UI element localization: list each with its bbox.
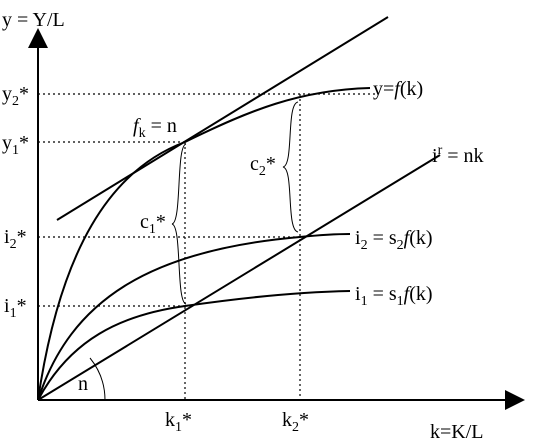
label-part: 1: [175, 420, 182, 435]
tick-label: y1*: [2, 132, 29, 158]
brace: [171, 143, 187, 305]
label-part: 1: [12, 143, 19, 158]
angle-label: n: [78, 373, 88, 395]
label-part: *: [17, 226, 27, 248]
label-part: = nk: [442, 145, 483, 167]
label-part: k: [139, 126, 146, 141]
label-part: 2: [397, 238, 404, 253]
tangent-line: [56, 16, 389, 221]
label-part: c: [140, 211, 149, 233]
brace: [282, 101, 299, 233]
label-part: *: [17, 295, 27, 317]
curve-label: y=f(k): [373, 78, 423, 100]
label-part: 1: [10, 306, 17, 321]
tick-label: k2*: [282, 409, 309, 435]
label-part: (k): [400, 78, 423, 100]
label-part: 2: [10, 237, 17, 252]
label-part: 2: [361, 238, 368, 253]
curve-label: ir = nk: [432, 143, 484, 167]
annotation: c1*: [140, 211, 166, 237]
label-part: *: [19, 83, 29, 105]
label-part: y: [2, 83, 12, 105]
label-part: = s: [368, 227, 397, 249]
annotation: c2*: [250, 153, 276, 179]
label-part: r: [438, 143, 443, 158]
label-part: i: [4, 226, 10, 248]
label-part: 2: [292, 420, 299, 435]
label-part: f: [404, 227, 412, 249]
label-part: y=: [373, 78, 394, 100]
y-axis-label: y = Y/L: [2, 9, 65, 31]
label-part: f: [133, 115, 141, 137]
tick-label: i2*: [4, 226, 27, 252]
label-part: *: [19, 132, 29, 154]
label-part: 1: [361, 294, 368, 309]
production-curve: [37, 87, 371, 401]
label-part: = n: [146, 115, 177, 137]
investment-curve: [37, 233, 351, 401]
label-part: 2: [12, 94, 19, 109]
label-part: 1: [397, 294, 404, 309]
label-part: i: [355, 227, 361, 249]
label-part: f: [404, 283, 412, 305]
label-part: k: [165, 409, 175, 431]
label-part: *: [299, 409, 309, 431]
label-part: 1: [149, 222, 156, 237]
label-part: i: [4, 295, 10, 317]
label-part: 2: [259, 164, 266, 179]
investment-curve: [37, 290, 351, 401]
label-part: (k): [409, 283, 432, 305]
label-part: f: [394, 78, 402, 100]
curve-label: i2 = s2f(k): [355, 227, 433, 253]
label-part: i: [355, 283, 361, 305]
label-part: (k): [409, 227, 432, 249]
x-axis-label: k=K/L: [430, 421, 484, 443]
curve-label: i1 = s1f(k): [355, 283, 433, 309]
label-part: *: [266, 153, 276, 175]
break-even-line: [37, 154, 441, 401]
label-part: c: [250, 153, 259, 175]
tick-label: i1*: [4, 295, 27, 321]
tick-label: k1*: [165, 409, 192, 435]
angle-arc: [89, 357, 106, 401]
label-part: i: [432, 145, 438, 167]
label-part: k: [282, 409, 292, 431]
label-part: y: [2, 132, 12, 154]
label-part: *: [182, 409, 192, 431]
tick-label: y2*: [2, 83, 29, 109]
annotation: fk = n: [133, 115, 177, 141]
label-part: = s: [368, 283, 397, 305]
label-part: *: [156, 211, 166, 233]
